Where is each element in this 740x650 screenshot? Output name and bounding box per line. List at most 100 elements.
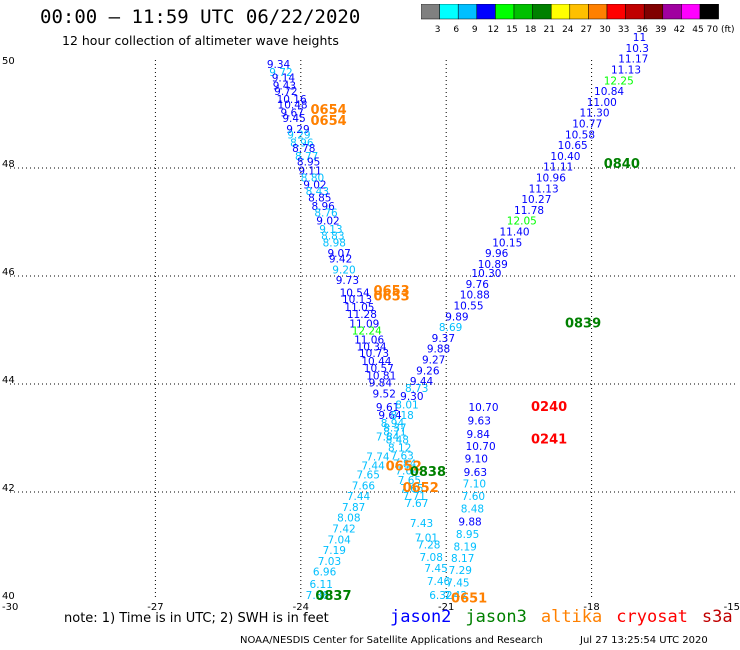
wave-height-value: 7.04 [327,534,351,546]
x-tick-label: -24 [293,602,309,610]
color-scale-legend: 3 6 9 12 15 18 21 24 27 30 33 36 39 42 45 70 (ft) [421,4,735,35]
wave-height-value: 7.46 [427,576,451,588]
wave-height-value: 9.37 [432,333,455,345]
wave-height-value: 7.84 [393,459,417,471]
wave-height-value: 9.89 [445,311,468,323]
wave-height-value: 9.84 [369,378,393,390]
wave-height-value: 7.19 [323,545,346,557]
satellite-legend: jason2 jason3 altika cryosat s3a [390,607,740,627]
wave-height-value: 9.42 [329,254,352,266]
wave-height-value: 9.20 [332,264,355,276]
wave-height-value: 11.78 [514,205,544,217]
wave-height-value: 8.71 [383,426,406,438]
wave-height-value: 8.69 [439,322,462,334]
wave-height-value: 7.63 [390,451,413,463]
wave-height-value: 9.30 [400,391,423,403]
wave-height-value: 11.30 [579,108,609,120]
wave-height-value: 8.48 [461,504,484,516]
wave-height-value: 10.16 [277,94,307,106]
colorbar-tick-label: 30 [599,25,611,35]
wave-height-value: 10.44 [361,356,391,368]
pass-time-label: 0654 [310,114,346,129]
y-tick-label: 50 [2,56,15,67]
colorbar-tick-label: 3 [435,25,441,35]
pass-time-label: 0240 [531,400,567,415]
wave-height-value: 7.65 [357,470,380,482]
wave-height-value: 7.64 [395,466,419,478]
wave-height-value: 6.11 [310,579,333,591]
wave-height-value: 9.11 [298,165,321,177]
wave-height-value: 9.02 [316,216,339,228]
wave-height-value: 11.09 [349,318,379,330]
wave-height-value: 10.58 [565,129,595,141]
wave-height-value: 7.66 [352,480,376,492]
wave-height-value: 9.88 [427,344,450,356]
wave-height-value: 8.96 [311,201,335,213]
wave-height-value: 10.73 [359,348,389,360]
wave-height-value: 8.95 [297,156,320,168]
colorbar-tick-label: 6 [453,25,459,35]
x-tick-label: -27 [147,602,163,610]
wave-height-value: 9.02 [303,180,326,192]
wave-height-value: 9.88 [458,516,481,528]
generated-timestamp: Jul 27 13:25:54 UTC 2020 [580,635,708,646]
wave-height-value: 12.25 [604,75,634,87]
wave-height-value: 7.44 [347,491,371,503]
wave-height-value: 7.29 [449,565,472,577]
wave-height-value: 11.00 [587,97,617,109]
wave-height-value: 9.10 [465,453,488,465]
x-tick-label: -18 [583,602,599,610]
wave-height-value: 8.85 [308,192,331,204]
wave-height-value: 8.73 [405,383,428,395]
wave-height-value: 7.87 [342,502,365,514]
satellite-legend-item: jason2 [390,607,452,627]
wave-height-value: 10.30 [471,268,501,280]
pass-time-label: 0653 [374,289,410,304]
wave-height-value: 7.08 [420,552,443,564]
wave-height-value: 10.48 [278,100,308,112]
pass-time-label: 0840 [604,157,640,172]
wave-height-value: 10.88 [460,290,490,302]
y-tick-label: 46 [2,267,15,278]
wave-height-value: 10.96 [536,173,566,185]
colorbar-tick-label: 36 [636,25,648,35]
wave-height-value: 10.70 [468,402,498,414]
wave-height-value: 9.96 [485,248,509,260]
wave-height-value: 7.01 [415,533,438,545]
colorbar-tick-label: 18 [525,25,537,35]
wave-height-value: 9.73 [336,275,359,287]
wave-height-value: 10.57 [364,363,394,375]
wave-height-value: 9.72 [274,86,297,98]
wave-height-value: 8.19 [453,541,476,553]
wave-height-value: 8.78 [292,143,315,155]
wave-height-value: 12.24 [352,325,382,337]
wave-height-value: 8.08 [337,513,360,525]
wave-height-value: 7.45 [446,578,469,590]
wave-height-value: 10.15 [492,237,522,249]
satellite-legend-item: cryosat [616,607,688,627]
wave-height-value: 10.65 [558,140,588,152]
pass-time-label: 0653 [374,284,410,299]
colorbar-tick-label: 45 [692,25,703,35]
x-tick-label: -30 [2,602,18,610]
wave-height-value: 11.13 [611,65,641,77]
pass-time-label: 0839 [565,316,601,331]
chart-title: 00:00 – 11:59 UTC 06/22/2020 [40,6,361,28]
wave-height-value: 7.43 [410,518,433,530]
wave-height-value: 8.80 [301,173,324,185]
satellite-legend-item: jason3 [465,607,527,627]
y-tick-label: 44 [2,375,15,386]
pass-time-label: 0652 [386,459,422,474]
wave-height-value: 7.44 [361,460,385,472]
wave-height-value: 8.18 [390,410,413,422]
wave-height-value: 9.29 [287,129,310,141]
wave-height-value: 9.13 [319,224,342,236]
wave-height-value: 11 [633,32,646,44]
wave-height-value: 7.42 [332,524,355,536]
wave-height-value: 7.65 [400,483,423,495]
x-tick-label: -21 [438,602,454,610]
wave-height-value: 8.12 [388,443,411,455]
y-tick-label: 42 [2,483,15,494]
wave-height-value: 11.28 [347,309,377,321]
